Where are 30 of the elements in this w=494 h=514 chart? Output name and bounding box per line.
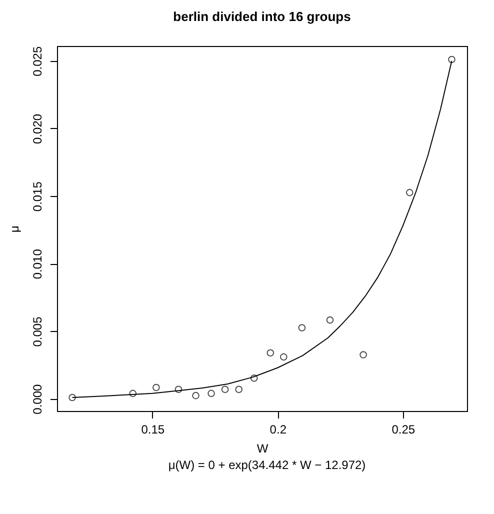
point	[129, 390, 137, 398]
point	[152, 384, 160, 392]
y-tick-label: 0.025	[30, 46, 44, 76]
point	[448, 56, 456, 64]
point	[360, 351, 367, 358]
point	[326, 316, 334, 324]
point	[406, 188, 414, 196]
point	[174, 386, 182, 394]
point	[235, 386, 242, 394]
y-tick-label: 0.015	[30, 181, 44, 212]
y-axis-title: μ	[8, 225, 22, 232]
x-tick-label: 0.2	[270, 422, 287, 436]
line-series	[72, 60, 452, 398]
point	[68, 394, 76, 402]
point	[280, 353, 288, 361]
x-axis-title: W	[256, 442, 269, 456]
x-tick-label: 0.25	[392, 422, 416, 436]
point	[250, 374, 258, 382]
y-tick-label: 0.000	[30, 384, 44, 414]
y-tick-label: 0.020	[30, 114, 44, 144]
point	[298, 324, 306, 332]
y-tick-label: 0.005	[30, 316, 44, 347]
point	[192, 392, 200, 400]
x-tick-label: 0.15	[141, 422, 165, 436]
point	[221, 386, 229, 394]
y-tick-label: 0.010	[30, 248, 44, 280]
text: μ(W) = 0 + exp(34.442 * W − 12.972)	[167, 458, 367, 472]
chart-title: berlin divided into 16 groups	[173, 8, 351, 24]
point	[266, 349, 274, 357]
point	[208, 390, 215, 398]
